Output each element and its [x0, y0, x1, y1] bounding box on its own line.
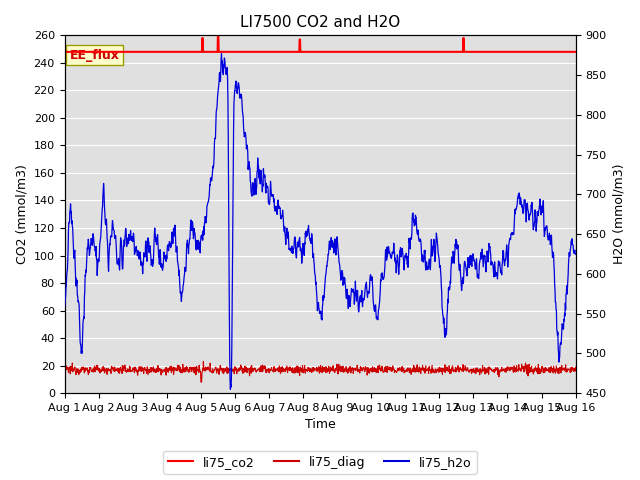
- Y-axis label: H2O (mmol/m3): H2O (mmol/m3): [612, 164, 625, 264]
- Text: EE_flux: EE_flux: [70, 48, 120, 61]
- Legend: li75_co2, li75_diag, li75_h2o: li75_co2, li75_diag, li75_h2o: [163, 451, 477, 474]
- Y-axis label: CO2 (mmol/m3): CO2 (mmol/m3): [15, 164, 28, 264]
- Title: LI7500 CO2 and H2O: LI7500 CO2 and H2O: [240, 15, 400, 30]
- X-axis label: Time: Time: [305, 419, 335, 432]
